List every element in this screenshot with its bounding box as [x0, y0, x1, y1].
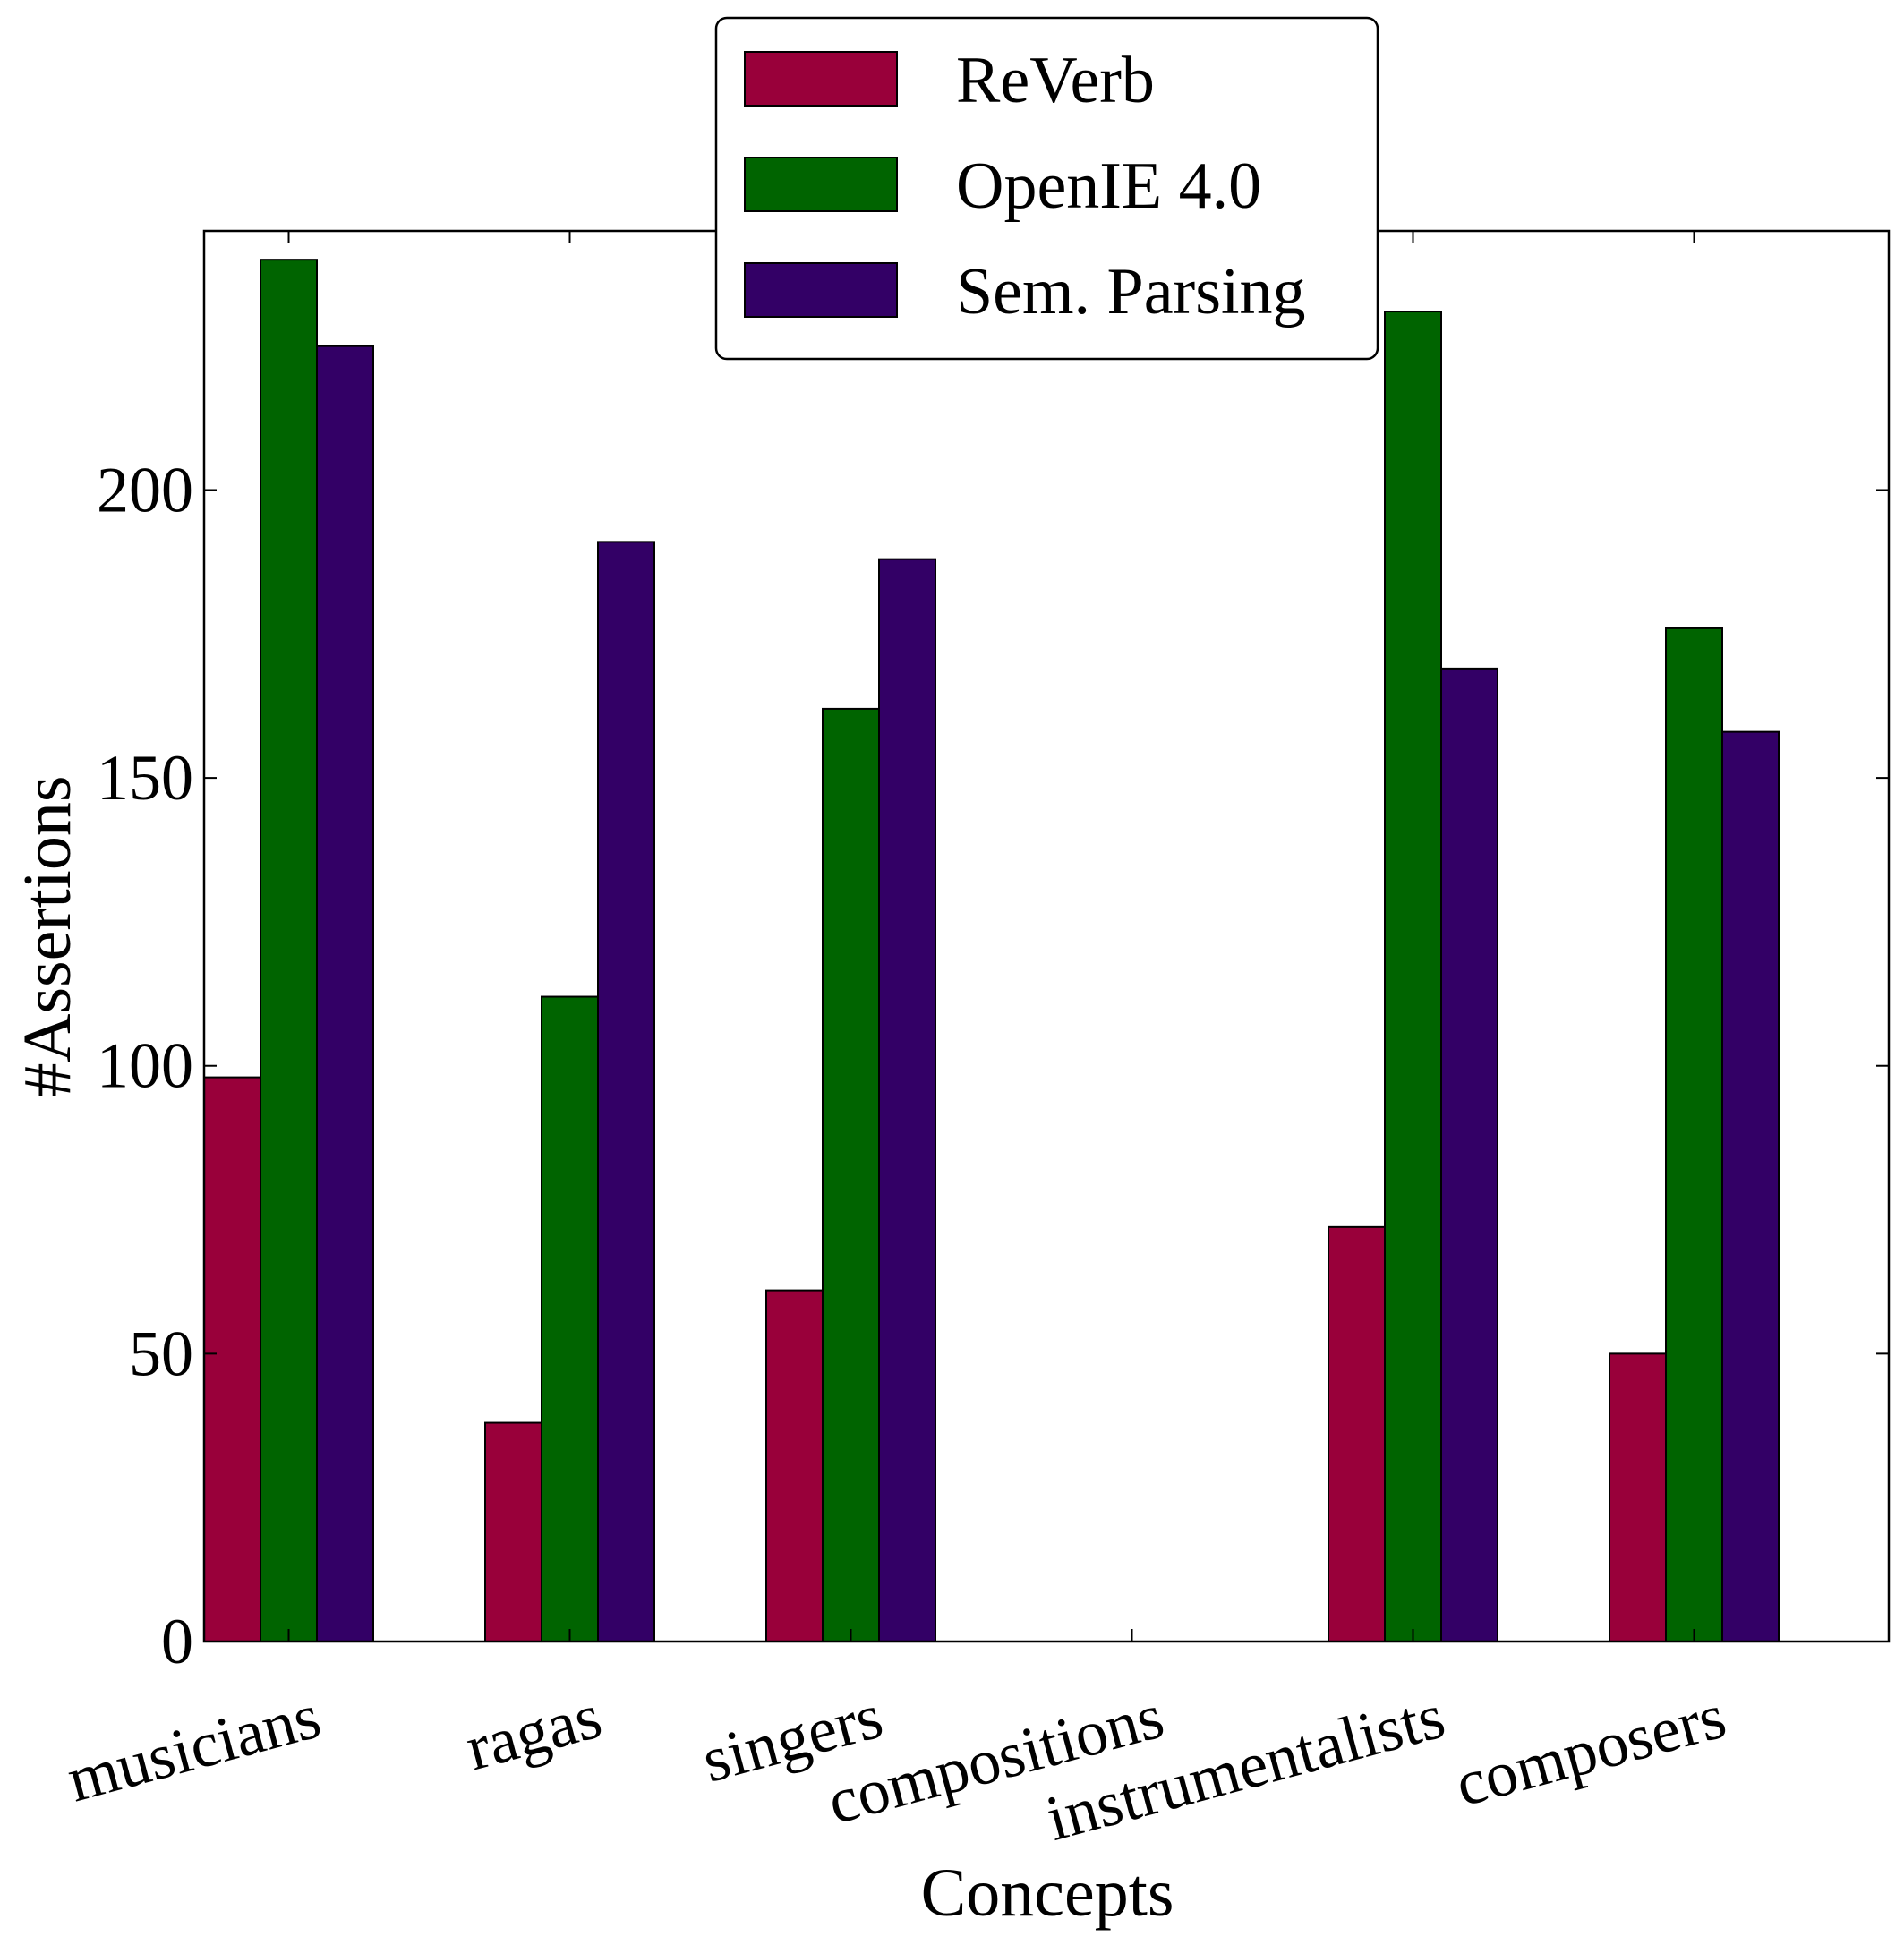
- legend-label-2: Sem. Parsing: [956, 255, 1306, 328]
- y-tick-label: 50: [129, 1318, 193, 1389]
- legend: ReVerb OpenIE 4.0 Sem. Parsing: [714, 16, 1379, 361]
- bar-sem-parsing-instrumentalists: [1440, 667, 1498, 1643]
- bar-sem-parsing-composers: [1721, 730, 1780, 1642]
- legend-label-0: ReVerb: [956, 44, 1155, 117]
- bars-layer: [203, 259, 1780, 1643]
- y-tick-label: 100: [97, 1030, 193, 1102]
- y-axis: 0 50 100 150 200: [97, 454, 1889, 1677]
- bar-openie-4-0-instrumentalists: [1384, 311, 1442, 1642]
- y-tick-label: 0: [161, 1606, 193, 1677]
- y-tick-label: 200: [97, 454, 193, 525]
- x-axis-title: Concepts: [921, 1855, 1174, 1931]
- bar-sem-parsing-ragas: [597, 541, 655, 1642]
- y-axis-title: #Assertions: [10, 776, 85, 1097]
- bar-reverb-instrumentalists: [1328, 1225, 1386, 1643]
- bar-sem-parsing-musicians: [316, 345, 374, 1642]
- legend-swatch-2: [744, 262, 898, 318]
- x-tick-label-ragas: ragas: [458, 1680, 608, 1785]
- bar-reverb-singers: [765, 1289, 824, 1642]
- bar-openie-4-0-singers: [822, 707, 880, 1643]
- bar-openie-4-0-composers: [1665, 627, 1723, 1643]
- bar-reverb-musicians: [203, 1076, 261, 1642]
- x-tick-label-composers: composers: [1448, 1680, 1733, 1821]
- x-tick-label-musicians: musicians: [60, 1680, 328, 1816]
- bar-reverb-composers: [1609, 1352, 1667, 1642]
- legend-swatch-0: [744, 51, 898, 107]
- y-tick-label: 150: [97, 742, 193, 814]
- bar-openie-4-0-musicians: [260, 259, 318, 1643]
- legend-label-1: OpenIE 4.0: [956, 149, 1261, 223]
- bar-openie-4-0-ragas: [541, 995, 599, 1642]
- bar-reverb-ragas: [484, 1421, 542, 1643]
- legend-swatch-1: [744, 157, 898, 212]
- plot-area: [204, 231, 1889, 1642]
- bar-sem-parsing-singers: [878, 558, 936, 1642]
